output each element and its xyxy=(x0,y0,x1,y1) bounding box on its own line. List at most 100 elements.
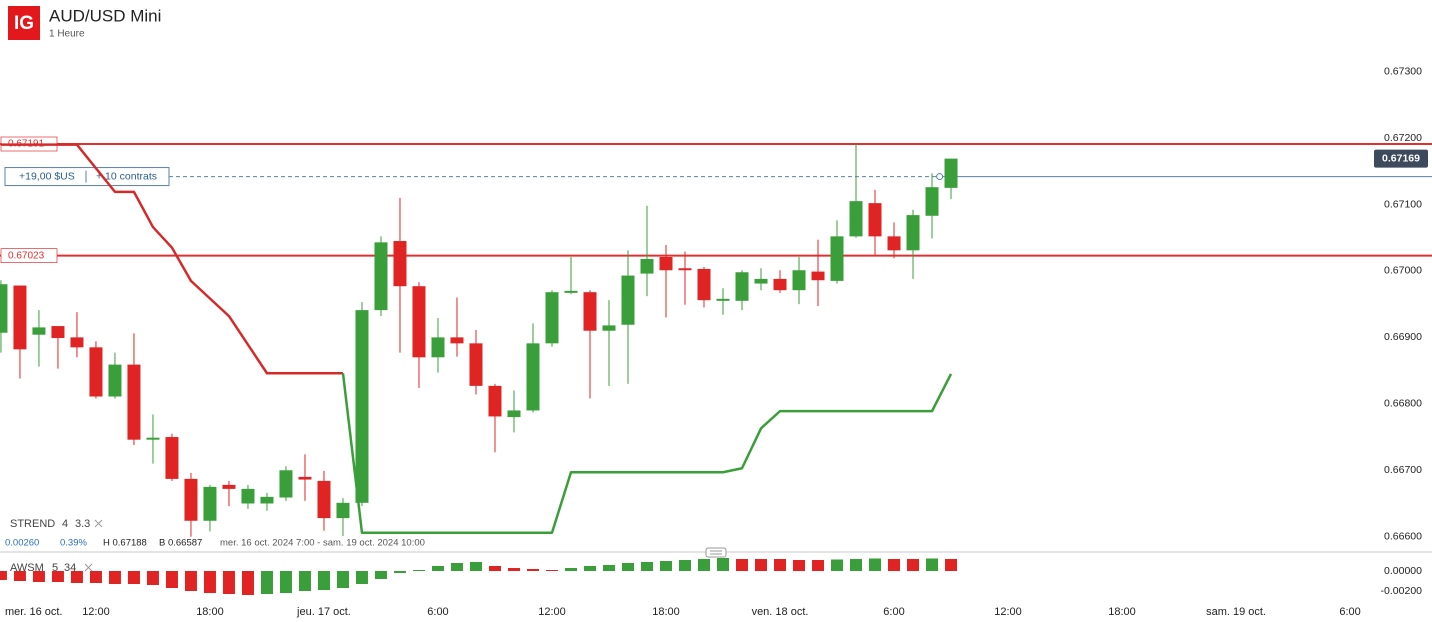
candle-body xyxy=(70,337,84,348)
bar xyxy=(526,569,539,571)
bar xyxy=(298,571,311,591)
bar xyxy=(355,571,368,584)
candle-body xyxy=(488,385,502,417)
y-tick-label: 0.67300 xyxy=(1384,65,1422,77)
position-marker xyxy=(936,173,944,181)
bar xyxy=(165,571,178,588)
bar xyxy=(583,566,596,571)
change: 0.00260 xyxy=(5,538,39,549)
candle-body xyxy=(469,343,483,386)
bar xyxy=(945,559,958,571)
y-tick-label: 0.67000 xyxy=(1384,265,1422,277)
candle-body xyxy=(374,242,388,311)
candle-body xyxy=(393,241,407,287)
bar xyxy=(774,559,787,571)
indicator-param: 34 xyxy=(64,562,76,574)
bar xyxy=(602,565,615,571)
candle-body xyxy=(735,272,749,301)
level-label: 0.67023 xyxy=(8,250,45,261)
x-tick-label: 18:00 xyxy=(196,606,224,618)
candle-body xyxy=(412,286,426,358)
x-tick-label: 18:00 xyxy=(652,606,680,618)
indicator-name: AWSM xyxy=(10,562,44,574)
bar xyxy=(13,571,26,581)
bar xyxy=(926,558,939,571)
bar xyxy=(869,558,882,571)
last-price-box xyxy=(1374,149,1428,168)
candle-body xyxy=(146,437,160,440)
bar xyxy=(127,571,140,584)
bar xyxy=(736,559,749,571)
y-tick-label: 0.66900 xyxy=(1384,331,1422,343)
bar xyxy=(831,559,844,571)
date-range: mer. 16 oct. 2024 7:00 - sam. 19 oct. 20… xyxy=(220,538,425,549)
candle-body xyxy=(241,488,255,504)
level-label-box xyxy=(0,248,58,263)
candle-body xyxy=(32,327,46,335)
bar xyxy=(279,571,292,593)
last-price: 0.67169 xyxy=(1382,152,1420,164)
remove-indicator[interactable] xyxy=(84,563,93,572)
candle-body xyxy=(89,347,103,397)
candle-body xyxy=(602,325,616,331)
candle-body xyxy=(507,410,521,418)
x-tick-label: 6:00 xyxy=(427,606,448,618)
indicator-name: STREND xyxy=(10,518,55,530)
bar xyxy=(336,571,349,588)
candle-body xyxy=(279,470,293,498)
candle-body xyxy=(336,502,350,519)
bar xyxy=(640,562,653,571)
bar xyxy=(679,560,691,571)
logo-text: IG xyxy=(14,13,34,34)
candle-body xyxy=(811,271,825,281)
candle-body xyxy=(298,476,312,480)
bar xyxy=(450,563,463,571)
bar xyxy=(0,571,7,580)
pane-resize-handle[interactable] xyxy=(705,547,727,558)
indicator-param: 3.3 xyxy=(75,518,90,530)
candle-body xyxy=(526,343,540,411)
bar xyxy=(793,560,806,571)
y-tick-label: -0.00200 xyxy=(1381,585,1423,597)
change-pct: 0.39% xyxy=(60,538,87,549)
x-tick-label: 12:00 xyxy=(538,606,566,618)
candle-body xyxy=(545,292,559,344)
candle-body xyxy=(165,437,179,479)
candle-body xyxy=(697,268,711,301)
candle-body xyxy=(260,496,274,504)
high: H 0.67188 xyxy=(103,538,147,549)
candle-body xyxy=(621,275,635,325)
y-tick-label: 0.67100 xyxy=(1384,198,1422,210)
bar xyxy=(488,566,501,571)
bar xyxy=(393,571,406,573)
indicator-param: 4 xyxy=(62,518,68,530)
bar xyxy=(412,570,425,571)
candle-body xyxy=(51,326,65,339)
bar xyxy=(850,559,863,571)
strend-legend: STREND 4 3.3 xyxy=(10,518,103,530)
candle-body xyxy=(868,203,882,237)
bar xyxy=(51,571,64,582)
x-tick-label: 12:00 xyxy=(994,606,1022,618)
x-tick-label: 6:00 xyxy=(1339,606,1360,618)
x-tick-label: 12:00 xyxy=(82,606,110,618)
candle-body xyxy=(222,484,236,489)
y-tick-label: 0.66800 xyxy=(1384,398,1422,410)
position-size: + 10 contrats xyxy=(96,170,157,182)
y-tick-label: 0.66700 xyxy=(1384,464,1422,476)
bar xyxy=(698,559,711,571)
bar xyxy=(564,568,577,571)
chart-subtitle: 1 Heure xyxy=(49,29,85,40)
position-box[interactable] xyxy=(4,167,170,187)
bar xyxy=(146,571,159,585)
x-start-label: mer. 16 oct. xyxy=(5,606,62,618)
remove-indicator[interactable] xyxy=(94,519,103,528)
bar xyxy=(659,561,672,571)
chart-title: AUD/USD Mini xyxy=(49,6,161,25)
bar xyxy=(812,560,825,571)
bar xyxy=(89,571,102,583)
candle-body xyxy=(830,236,844,281)
y-tick-label: 0.00000 xyxy=(1384,565,1422,577)
candle-body xyxy=(431,337,445,358)
